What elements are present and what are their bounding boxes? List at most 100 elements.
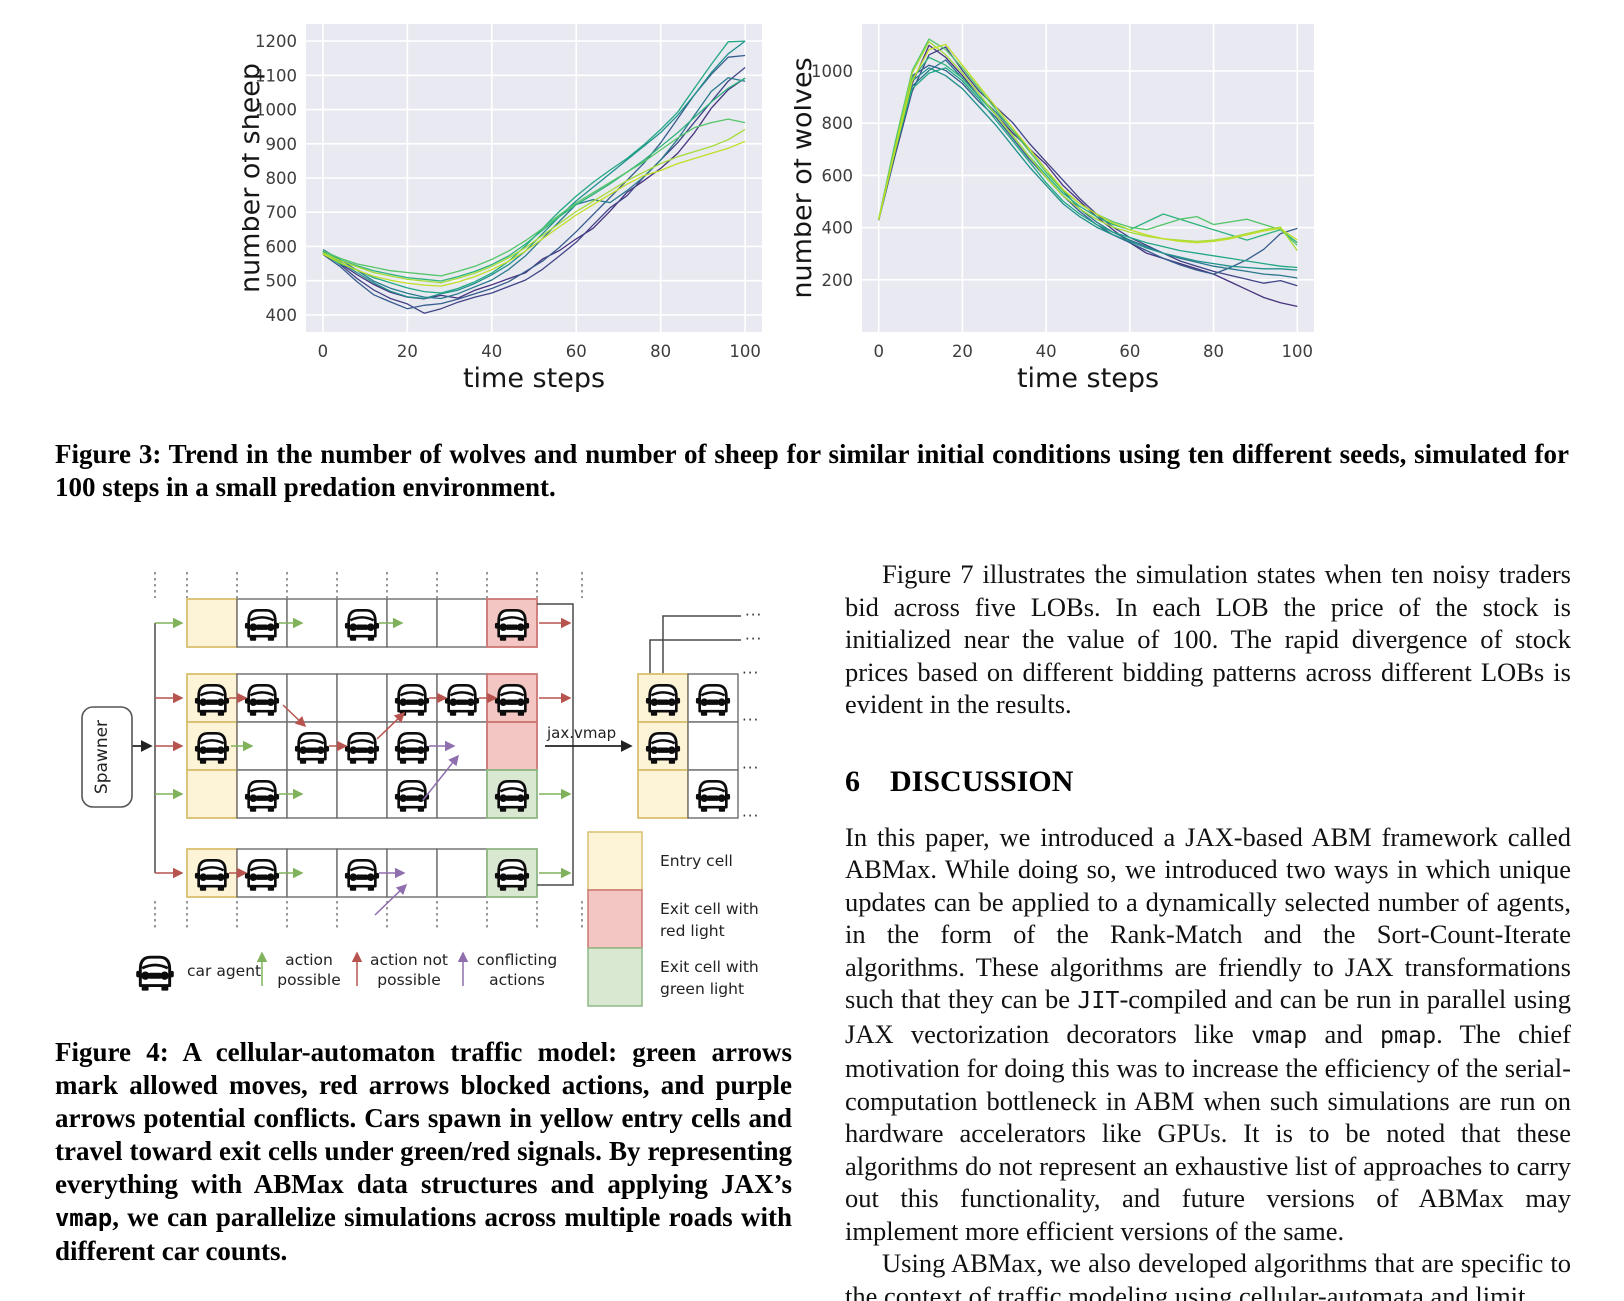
- code-token: JIT: [1077, 987, 1120, 1014]
- paragraph-using-abmax: Using ABMax, we also developed algorithm…: [845, 1248, 1571, 1301]
- car-wheel: [417, 807, 425, 812]
- car-windshield: [449, 691, 475, 697]
- cell-legend-label-line: Exit cell with: [660, 900, 759, 918]
- car-headlight: [216, 698, 225, 706]
- car-wheel: [217, 886, 225, 891]
- figure4-caption: Figure 4: A cellular-automaton traffic m…: [55, 1036, 792, 1268]
- y-axis-label: number of sheep: [242, 63, 266, 293]
- car-body: [247, 859, 277, 888]
- traffic-road: [186, 673, 538, 723]
- car-headlight: [399, 794, 408, 802]
- car-wheel: [700, 711, 708, 716]
- series-line: [878, 41, 1298, 251]
- car-grille: [504, 699, 520, 705]
- car-windshield: [199, 691, 225, 697]
- legend-label: action not possible: [370, 951, 448, 989]
- car-grille: [655, 699, 671, 705]
- road-cell: [436, 848, 488, 898]
- car-headlight: [650, 698, 659, 706]
- car-headlight: [516, 623, 525, 631]
- car-body: [247, 780, 277, 809]
- action-not-possible-arrow: [376, 711, 406, 740]
- legend-label: action possible: [277, 951, 340, 989]
- car-body: [648, 732, 678, 761]
- car-grille: [655, 747, 671, 753]
- car-wheel: [299, 759, 307, 764]
- car-headlight: [349, 873, 358, 881]
- text-segment: -compiled and can be run in parallel usi…: [845, 984, 1571, 1049]
- car-wheel: [517, 636, 525, 641]
- car-headlight: [199, 746, 208, 754]
- car-grille: [304, 747, 320, 753]
- series-line: [878, 59, 1298, 279]
- y-tick-label: 1000: [255, 101, 297, 120]
- car-body: [648, 684, 678, 713]
- car-wheel: [161, 985, 169, 991]
- car-headlight: [449, 698, 458, 706]
- car-windshield: [249, 866, 275, 872]
- section-number: 6: [845, 764, 860, 798]
- series-line: [878, 46, 1298, 287]
- car-headlight: [266, 623, 275, 631]
- car-wheel: [718, 711, 726, 716]
- series-line: [322, 40, 746, 300]
- car-headlight: [416, 698, 425, 706]
- entry-cell: [637, 769, 689, 819]
- x-tick-label: 0: [873, 342, 884, 361]
- car-wheel: [267, 636, 275, 641]
- series-line: [878, 67, 1298, 271]
- car-headlight: [316, 746, 325, 754]
- car-windshield: [249, 616, 275, 622]
- connector-line: [649, 639, 741, 674]
- series-line: [322, 128, 746, 284]
- car-grille: [504, 795, 520, 801]
- car-body: [247, 609, 277, 638]
- car-grille: [254, 795, 270, 801]
- text-segment: and: [1307, 1018, 1381, 1049]
- car-windshield: [141, 963, 169, 970]
- car-wheel: [499, 711, 507, 716]
- car-headlight: [249, 794, 258, 802]
- road-cell: [286, 673, 338, 723]
- series-line: [878, 67, 1298, 269]
- car-headlight: [650, 746, 659, 754]
- car-wheel: [199, 886, 207, 891]
- legend-label-line: action not: [370, 951, 448, 969]
- car-headlight: [299, 746, 308, 754]
- car-agent-icon: [494, 609, 530, 641]
- car-body: [347, 859, 377, 888]
- x-axis-label: time steps: [1017, 363, 1159, 392]
- cell-legend-label-line: red light: [660, 922, 725, 940]
- car-wheel: [668, 759, 676, 764]
- car-agent-icon: [136, 955, 174, 991]
- car-agent-icon: [344, 732, 380, 764]
- series-line: [322, 140, 746, 287]
- traffic-road: [186, 598, 538, 648]
- car-headlight: [416, 746, 425, 754]
- car-headlight: [349, 623, 358, 631]
- continuation-dots: ···: [742, 807, 759, 825]
- car-headlight: [399, 698, 408, 706]
- car-wheel: [517, 886, 525, 891]
- car-headlight: [216, 746, 225, 754]
- continuation-dots: ···: [742, 759, 759, 777]
- car-agent-icon: [244, 609, 280, 641]
- road-cell: [687, 721, 739, 771]
- car-grille: [404, 699, 420, 705]
- x-tick-label: 20: [397, 342, 418, 361]
- car-wheel: [499, 886, 507, 891]
- car-body: [397, 780, 427, 809]
- car-body: [447, 684, 477, 713]
- traffic-road: [186, 769, 538, 819]
- car-windshield: [700, 691, 726, 697]
- car-grille: [204, 874, 220, 880]
- series-line: [878, 43, 1298, 244]
- car-grille: [254, 624, 270, 630]
- car-wheel: [417, 711, 425, 716]
- car-body: [497, 609, 527, 638]
- car-wheel: [517, 807, 525, 812]
- car-grille: [204, 699, 220, 705]
- y-tick-label: 1100: [255, 66, 297, 85]
- car-headlight: [349, 746, 358, 754]
